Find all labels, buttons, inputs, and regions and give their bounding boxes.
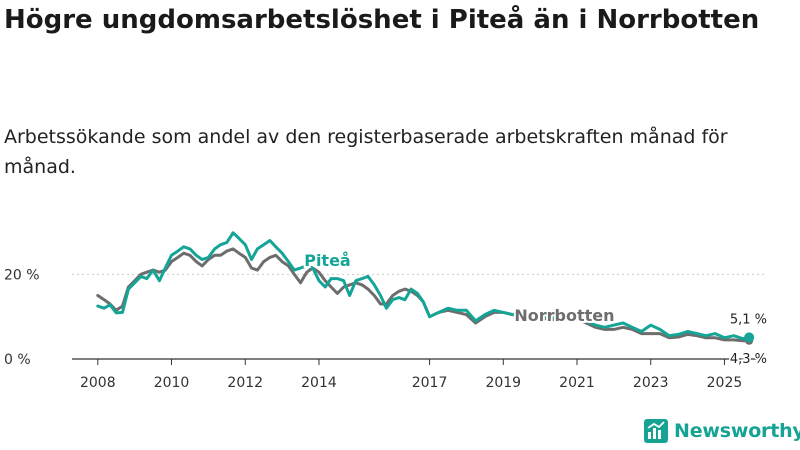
norrbotten-line [96,247,751,343]
pitea-label: Piteå [304,251,351,270]
x-tick-label: 2017 [412,375,448,391]
chart-title: Högre ungdomsarbetslöshet i Piteå än i N… [4,5,760,35]
x-tick-label: 2019 [485,375,521,391]
y-tick-label: 0 % [4,352,31,368]
norrbotten-label: Norrbotten [514,306,614,325]
pitea-end-value-label: 5,1 % [730,312,767,327]
y-tick-label: 20 % [4,267,40,283]
x-tick-label: 2010 [154,375,190,391]
pitea-end-marker [744,332,755,343]
norrbotten-end-value-label: 4,3 % [730,352,767,367]
brand-logo: Newsworthy [644,419,800,443]
pitea-line [96,231,751,341]
newsworthy-logo-icon [644,419,668,443]
x-tick-label: 2025 [707,375,743,391]
brand-name: Newsworthy [674,420,800,442]
x-tick-label: 2008 [80,375,116,391]
x-tick-label: 2023 [633,375,669,391]
label-layer: Piteå Norrbotten 5,1 % 4,3 % [302,249,768,368]
x-tick-label: 2014 [301,375,337,391]
x-tick-label: 2021 [559,375,595,391]
series-layer [96,231,755,345]
x-tick-label: 2012 [227,375,263,391]
grid-layer: 0 % 20 % 2008 2010 2012 2014 2017 2019 2021 2023 2… [4,267,765,391]
chart-subtitle: Arbetssökande som andel av den registerb… [4,126,728,178]
